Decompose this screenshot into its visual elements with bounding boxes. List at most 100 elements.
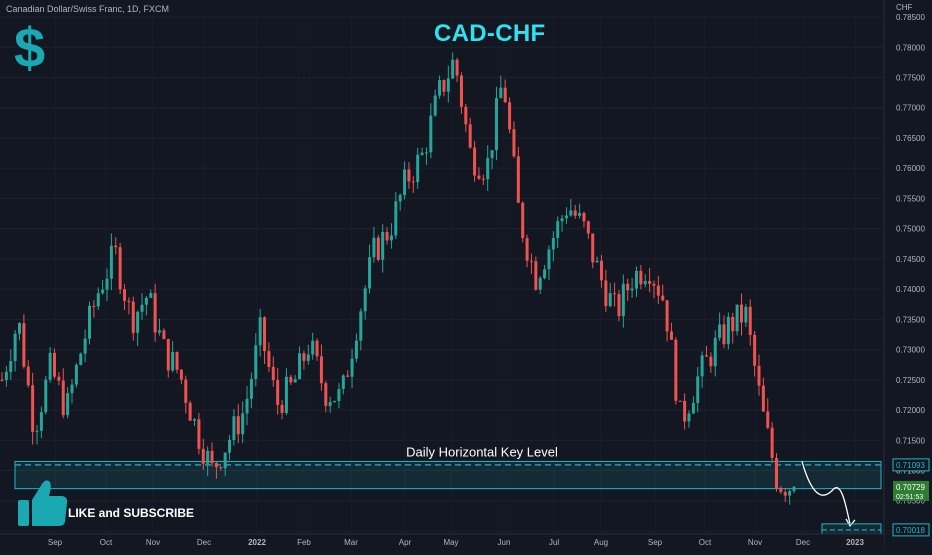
candle-body bbox=[551, 238, 555, 250]
candle-body bbox=[31, 385, 35, 432]
candle-body bbox=[761, 385, 765, 412]
candle-body bbox=[127, 300, 131, 302]
candle-body bbox=[656, 285, 660, 296]
candle-body bbox=[315, 340, 319, 357]
x-tick-label: Jun bbox=[498, 538, 511, 547]
candle-body bbox=[573, 210, 577, 216]
like-subscribe-text: LIKE and SUBSCRIBE bbox=[68, 506, 195, 520]
current-price-badge bbox=[893, 480, 929, 501]
candle-body bbox=[652, 283, 656, 286]
candle-body bbox=[136, 311, 140, 333]
candle-body bbox=[779, 488, 783, 492]
y-tick-label: 0.76000 bbox=[896, 164, 925, 173]
candle-body bbox=[582, 212, 586, 222]
candle-body bbox=[346, 375, 350, 377]
candle-body bbox=[9, 361, 13, 372]
candle-body bbox=[236, 416, 240, 435]
candle-body bbox=[626, 283, 630, 291]
candle-body bbox=[538, 278, 542, 290]
candle-body bbox=[691, 402, 695, 414]
current-price-value: 0.70729 bbox=[896, 483, 925, 492]
candle-body bbox=[516, 156, 520, 203]
candle-body bbox=[599, 260, 603, 281]
candle-body bbox=[512, 129, 516, 157]
candle-body bbox=[429, 115, 433, 153]
candle-body bbox=[254, 345, 258, 379]
candle-body bbox=[757, 365, 761, 386]
candle-body bbox=[595, 260, 599, 263]
candle-body bbox=[613, 293, 617, 295]
projection-curve bbox=[801, 461, 851, 525]
candle-body bbox=[271, 366, 275, 381]
candle-body bbox=[744, 306, 748, 323]
key-level-badge bbox=[892, 458, 930, 472]
candle-body bbox=[66, 393, 70, 416]
candle-body bbox=[79, 353, 83, 365]
candle-body bbox=[381, 232, 385, 260]
candle-body bbox=[713, 337, 717, 367]
candle-body bbox=[774, 457, 778, 489]
x-tick-label: Apr bbox=[399, 538, 412, 547]
candle-body bbox=[131, 301, 135, 333]
y-tick-label: 0.75000 bbox=[896, 225, 925, 234]
candle-body bbox=[411, 181, 415, 183]
candle-body bbox=[293, 379, 297, 383]
candle-body bbox=[521, 202, 525, 239]
candle-body bbox=[337, 388, 341, 402]
candle-body bbox=[57, 376, 61, 381]
candle-body bbox=[674, 339, 678, 401]
candle-body bbox=[228, 439, 232, 453]
y-tick-label: 0.77000 bbox=[896, 104, 925, 113]
candle-body bbox=[792, 486, 796, 492]
candle-body bbox=[158, 330, 162, 333]
candle-body bbox=[739, 304, 743, 323]
candle-body bbox=[696, 376, 700, 403]
candle-body bbox=[525, 238, 529, 261]
candle-body bbox=[328, 402, 332, 406]
candle-body bbox=[101, 289, 105, 294]
candle-body bbox=[44, 379, 48, 413]
candle-body bbox=[350, 358, 354, 377]
candle-body bbox=[591, 233, 595, 263]
candle-body bbox=[179, 369, 183, 380]
candle-body bbox=[420, 152, 424, 155]
candle-body bbox=[88, 305, 92, 339]
candle-body bbox=[109, 245, 113, 279]
x-tick-label: Oct bbox=[100, 538, 113, 547]
candle-body bbox=[302, 353, 306, 361]
candle-body bbox=[464, 106, 468, 125]
candle-body bbox=[210, 450, 214, 464]
candle-body bbox=[704, 355, 708, 357]
x-tick-label: Feb bbox=[297, 538, 311, 547]
candle-body bbox=[232, 416, 236, 440]
y-tick-label: 0.72000 bbox=[896, 406, 925, 415]
y-tick-label: 0.71500 bbox=[896, 436, 925, 445]
projection-arrowhead bbox=[845, 518, 856, 528]
candle-body bbox=[258, 317, 262, 346]
x-tick-label: Nov bbox=[748, 538, 762, 547]
candle-body bbox=[529, 260, 533, 262]
candle-body bbox=[53, 352, 57, 377]
candle-body bbox=[0, 379, 4, 381]
y-tick-label: 0.74500 bbox=[896, 255, 925, 264]
candle-body bbox=[718, 324, 722, 338]
candle-body bbox=[639, 270, 643, 285]
candle-body bbox=[249, 378, 253, 399]
candle-body bbox=[363, 288, 367, 312]
candle-body bbox=[508, 102, 512, 130]
x-tick-label: Jul bbox=[549, 538, 559, 547]
candle-body bbox=[556, 221, 560, 239]
candle-body bbox=[569, 210, 573, 216]
candle-body bbox=[214, 463, 218, 468]
candle-body bbox=[83, 338, 87, 354]
key-level-badge-value: 0.71093 bbox=[896, 461, 925, 470]
candle-body bbox=[543, 269, 547, 279]
x-tick-label: 2022 bbox=[248, 538, 266, 547]
candle-body bbox=[241, 413, 245, 435]
candle-body bbox=[298, 353, 302, 380]
y-tick-label: 0.73000 bbox=[896, 346, 925, 355]
candle-body bbox=[731, 316, 735, 332]
candle-body bbox=[446, 78, 450, 92]
